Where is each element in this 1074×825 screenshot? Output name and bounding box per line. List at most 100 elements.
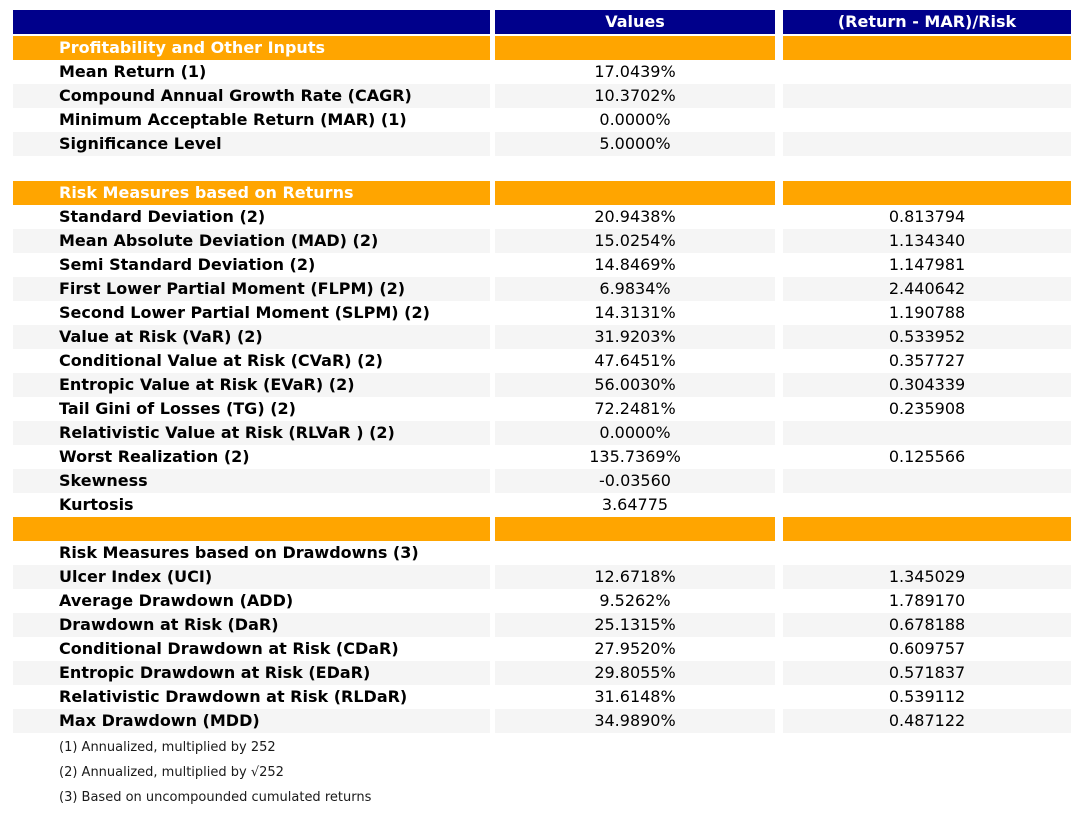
row-label: Skewness	[13, 469, 490, 493]
value-cell	[495, 517, 775, 541]
risk-cell: 1.345029	[783, 565, 1071, 589]
table-row: Mean Return (1) 17.0439%	[13, 60, 1071, 84]
table-row: Drawdown at Risk (DaR) 25.1315% 0.678188	[13, 613, 1071, 637]
footnote-3: (3) Based on uncompounded cumulated retu…	[59, 790, 372, 805]
column-header-risk: (Return - MAR)/Risk	[783, 10, 1071, 34]
row-label: Risk Measures based on Drawdowns (3)	[13, 541, 490, 565]
value-cell: 72.2481%	[495, 397, 775, 421]
table-row: Mean Absolute Deviation (MAD) (2) 15.0254…	[13, 229, 1071, 253]
table-row: Standard Deviation (2) 20.9438% 0.813794	[13, 205, 1071, 229]
value-cell: 27.9520%	[495, 637, 775, 661]
table-header-row: Values (Return - MAR)/Risk	[13, 10, 1071, 34]
risk-cell: 0.533952	[783, 325, 1071, 349]
row-label: Semi Standard Deviation (2)	[13, 253, 490, 277]
row-label: Profitability and Other Inputs	[13, 36, 490, 60]
risk-cell: 0.609757	[783, 637, 1071, 661]
table-row: Value at Risk (VaR) (2) 31.9203% 0.533952	[13, 325, 1071, 349]
row-label: Relativistic Value at Risk (RLVaR ) (2)	[13, 421, 490, 445]
table-row: Kurtosis 3.64775	[13, 493, 1071, 517]
corner-header-cell	[13, 10, 490, 34]
table-row: Worst Realization (2) 135.7369% 0.125566	[13, 445, 1071, 469]
risk-cell: 0.571837	[783, 661, 1071, 685]
table-row: Compound Annual Growth Rate (CAGR) 10.370…	[13, 84, 1071, 108]
value-cell: 12.6718%	[495, 565, 775, 589]
table-row: Relativistic Drawdown at Risk (RLDaR) 31.…	[13, 685, 1071, 709]
value-cell	[495, 36, 775, 60]
row-label: Second Lower Partial Moment (SLPM) (2)	[13, 301, 490, 325]
risk-cell: 0.539112	[783, 685, 1071, 709]
table-row: Semi Standard Deviation (2) 14.8469% 1.147…	[13, 253, 1071, 277]
section-row: Profitability and Other Inputs	[13, 36, 1071, 60]
table-row: Minimum Acceptable Return (MAR) (1) 0.000…	[13, 108, 1071, 132]
risk-cell	[783, 541, 1071, 565]
risk-cell: 1.134340	[783, 229, 1071, 253]
risk-cell: 0.678188	[783, 613, 1071, 637]
risk-cell: 2.440642	[783, 277, 1071, 301]
table-row: Tail Gini of Losses (TG) (2) 72.2481% 0.23…	[13, 397, 1071, 421]
risk-cell	[783, 60, 1071, 84]
row-label: Minimum Acceptable Return (MAR) (1)	[13, 108, 490, 132]
table-row: Relativistic Value at Risk (RLVaR ) (2) 0…	[13, 421, 1071, 445]
footnotes: (1) Annualized, multiplied by 252 (2) An…	[59, 740, 371, 815]
value-cell: 29.8055%	[495, 661, 775, 685]
value-cell: 5.0000%	[495, 132, 775, 156]
value-cell: 25.1315%	[495, 613, 775, 637]
row-label: Max Drawdown (MDD)	[13, 709, 490, 733]
footnote-1: (1) Annualized, multiplied by 252	[59, 740, 276, 755]
row-label: Kurtosis	[13, 493, 490, 517]
value-cell: 31.6148%	[495, 685, 775, 709]
risk-cell: 0.304339	[783, 373, 1071, 397]
risk-cell: 0.487122	[783, 709, 1071, 733]
risk-cell: 0.125566	[783, 445, 1071, 469]
value-cell: 0.0000%	[495, 421, 775, 445]
row-label: Relativistic Drawdown at Risk (RLDaR)	[13, 685, 490, 709]
report-table: Values (Return - MAR)/Risk Profitability…	[13, 10, 1071, 733]
risk-cell	[783, 517, 1071, 541]
row-label: Worst Realization (2)	[13, 445, 490, 469]
table-row: Conditional Drawdown at Risk (CDaR) 27.95…	[13, 637, 1071, 661]
risk-cell	[783, 181, 1071, 205]
table-row: Second Lower Partial Moment (SLPM) (2) 14…	[13, 301, 1071, 325]
table-row: Conditional Value at Risk (CVaR) (2) 47.6…	[13, 349, 1071, 373]
row-label: Mean Return (1)	[13, 60, 490, 84]
table-row: Max Drawdown (MDD) 34.9890% 0.487122	[13, 709, 1071, 733]
row-label: Ulcer Index (UCI)	[13, 565, 490, 589]
value-cell: 20.9438%	[495, 205, 775, 229]
risk-cell: 0.235908	[783, 397, 1071, 421]
value-cell: 31.9203%	[495, 325, 775, 349]
table-row: Average Drawdown (ADD) 9.5262% 1.789170	[13, 589, 1071, 613]
row-label: Average Drawdown (ADD)	[13, 589, 490, 613]
table-row: Entropic Drawdown at Risk (EDaR) 29.8055%…	[13, 661, 1071, 685]
risk-cell	[783, 108, 1071, 132]
row-label: Conditional Value at Risk (CVaR) (2)	[13, 349, 490, 373]
row-label: Tail Gini of Losses (TG) (2)	[13, 397, 490, 421]
risk-cell: 1.789170	[783, 589, 1071, 613]
table-row: Ulcer Index (UCI) 12.6718% 1.345029	[13, 565, 1071, 589]
risk-cell	[783, 493, 1071, 517]
value-cell: 14.8469%	[495, 253, 775, 277]
value-cell: 9.5262%	[495, 589, 775, 613]
row-label	[13, 517, 490, 541]
table-row: Skewness -0.03560	[13, 469, 1071, 493]
row-label: Conditional Drawdown at Risk (CDaR)	[13, 637, 490, 661]
footnote-2: (2) Annualized, multiplied by √252	[59, 765, 284, 780]
value-cell: -0.03560	[495, 469, 775, 493]
value-cell	[495, 181, 775, 205]
risk-cell	[783, 84, 1071, 108]
value-cell: 14.3131%	[495, 301, 775, 325]
row-label: Value at Risk (VaR) (2)	[13, 325, 490, 349]
value-cell: 3.64775	[495, 493, 775, 517]
value-cell: 6.9834%	[495, 277, 775, 301]
value-cell: 10.3702%	[495, 84, 775, 108]
table-row: Risk Measures based on Drawdowns (3)	[13, 541, 1071, 565]
value-cell: 47.6451%	[495, 349, 775, 373]
row-label: Standard Deviation (2)	[13, 205, 490, 229]
risk-cell: 1.190788	[783, 301, 1071, 325]
row-label: Mean Absolute Deviation (MAD) (2)	[13, 229, 490, 253]
value-cell	[495, 541, 775, 565]
value-cell: 17.0439%	[495, 60, 775, 84]
row-label: First Lower Partial Moment (FLPM) (2)	[13, 277, 490, 301]
spacer-row	[13, 156, 1071, 181]
value-cell: 56.0030%	[495, 373, 775, 397]
risk-cell: 1.147981	[783, 253, 1071, 277]
